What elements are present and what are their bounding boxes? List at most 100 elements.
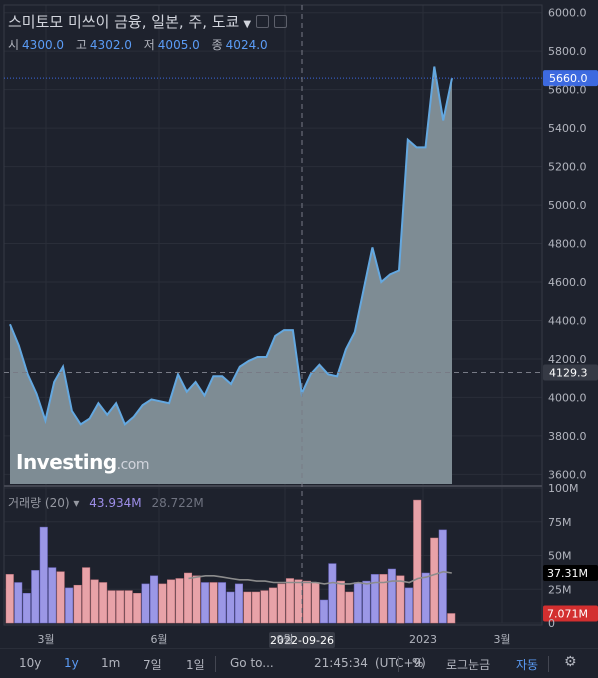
volume-bar xyxy=(421,572,430,624)
volume-bar xyxy=(82,567,91,624)
bottom-toolbar: 10y 1y 1m 7일 1일 Go to... 21:45:34 (UTC+9… xyxy=(0,648,598,678)
open-label: 시 xyxy=(8,38,20,52)
price-tick-label: 5000.0 xyxy=(548,199,587,212)
toolbar-divider xyxy=(398,656,399,672)
log-scale-toggle[interactable]: 로그눈금 xyxy=(446,658,491,672)
volume-bar xyxy=(158,583,167,624)
price-tick-label: 5800.0 xyxy=(548,45,587,58)
volume-bar xyxy=(31,570,40,624)
volume-bar xyxy=(430,537,439,624)
volume-bar xyxy=(90,579,99,624)
last-price-badge xyxy=(543,70,598,87)
volume-ma-label: 37.31M xyxy=(547,567,588,580)
settings-icon[interactable] xyxy=(256,15,270,28)
volume-bar xyxy=(141,583,150,624)
volume-bar xyxy=(184,572,193,624)
volume-bar xyxy=(175,578,184,624)
volume-bar xyxy=(65,587,74,624)
dropdown-caret-icon[interactable]: ▼ xyxy=(243,19,252,30)
volume-bar xyxy=(14,582,23,624)
range-10y-button[interactable]: 10y xyxy=(19,656,42,670)
price-tick-label: 5400.0 xyxy=(548,122,587,135)
toolbar-divider xyxy=(215,656,216,672)
volume-tick-label: 0 xyxy=(548,617,555,630)
volume-tick-label: 50M xyxy=(548,550,572,563)
volume-bar xyxy=(285,578,294,624)
range-1d-button[interactable]: 1일 xyxy=(186,658,205,672)
volume-bar xyxy=(302,580,311,624)
price-tick-label: 4000.0 xyxy=(548,391,587,404)
price-tick-label: 3600.0 xyxy=(548,468,587,481)
crosshair-price-badge xyxy=(543,364,598,381)
volume-bar xyxy=(133,593,142,624)
price-line xyxy=(9,66,453,427)
time-tick-label: 6월 xyxy=(150,633,167,646)
price-tick-label: 3800.0 xyxy=(548,430,587,443)
open-value: 4300.0 xyxy=(22,38,65,52)
range-7d-button[interactable]: 7일 xyxy=(143,658,162,672)
time-tick-label: 3월 xyxy=(37,633,54,646)
time-tick-label: 2023 xyxy=(409,633,437,646)
last-volume-label: 7.071M xyxy=(547,608,588,621)
volume-bar xyxy=(438,529,447,624)
time-tick-label: 9월 xyxy=(276,633,293,646)
volume-bar xyxy=(353,582,362,624)
volume-bar xyxy=(396,575,405,624)
plot-border xyxy=(3,4,543,626)
volume-bar xyxy=(311,582,320,624)
close-value: 4024.0 xyxy=(225,38,268,52)
price-area xyxy=(10,66,452,484)
price-tick-label: 4800.0 xyxy=(548,238,587,251)
range-1m-button[interactable]: 1m xyxy=(101,656,121,670)
volume-bar xyxy=(39,526,48,624)
volume-bar xyxy=(226,591,235,624)
high-value: 4302.0 xyxy=(89,38,132,52)
price-tick-label: 4600.0 xyxy=(548,276,587,289)
timezone[interactable]: (UTC+9) xyxy=(375,656,426,670)
volume-indicator-name[interactable]: 거래량 (20) xyxy=(8,496,70,510)
volume-bar xyxy=(345,591,354,624)
volume-bar xyxy=(99,582,108,624)
volume-bar xyxy=(379,574,388,624)
crosshair-date-label: 2022-09-26 xyxy=(270,634,334,647)
volume-bar xyxy=(201,582,210,624)
volume-bar xyxy=(167,579,176,624)
volume-bar xyxy=(404,587,413,624)
hide-icon[interactable] xyxy=(274,15,288,28)
symbol-title[interactable]: 스미토모 미쓰이 금융, 일본, 주, 도쿄 xyxy=(8,13,240,31)
price-tick-label: 4200.0 xyxy=(548,353,587,366)
volume-ma-line xyxy=(188,570,452,585)
volume-bar xyxy=(413,499,422,624)
last-volume-badge xyxy=(543,605,598,622)
volume-bar xyxy=(56,571,65,624)
volume-bar xyxy=(48,567,57,624)
last-price-label: 5660.0 xyxy=(549,72,588,85)
time-tick-label: 3월 xyxy=(493,633,510,646)
volume-bar xyxy=(5,574,14,624)
price-tick-label: 4400.0 xyxy=(548,314,587,327)
goto-button[interactable]: Go to... xyxy=(230,656,274,670)
clock-time[interactable]: 21:45:34 xyxy=(314,656,368,670)
investing-logo: Investing.com xyxy=(16,450,150,474)
volume-legend[interactable]: 거래량 (20) ▾ 43.934M 28.722M xyxy=(8,494,204,511)
volume-bar xyxy=(209,582,218,624)
range-1y-button[interactable]: 1y xyxy=(64,656,79,670)
gear-icon[interactable]: ⚙ xyxy=(564,654,577,670)
volume-tick-label: 75M xyxy=(548,516,572,529)
volume-bar xyxy=(362,580,371,624)
volume-bar xyxy=(116,590,125,624)
chevron-down-icon[interactable]: ▾ xyxy=(73,496,80,510)
ohlc-readout: 시 4300.0 고 4302.0 저 4005.0 종 4024.0 xyxy=(8,36,276,53)
volume-bar xyxy=(234,583,243,624)
percent-toggle[interactable]: % xyxy=(412,656,424,670)
volume-bar xyxy=(447,613,456,624)
crosshair-price-label: 4129.3 xyxy=(549,367,588,380)
volume-ma-value: 28.722M xyxy=(151,496,204,510)
volume-bar xyxy=(370,574,379,624)
volume-bar xyxy=(107,590,116,624)
auto-scale-toggle[interactable]: 자동 xyxy=(516,658,539,672)
low-label: 저 xyxy=(143,38,155,52)
symbol-legend[interactable]: 스미토모 미쓰이 금융, 일본, 주, 도쿄 ▼ xyxy=(8,11,288,32)
price-tick-label: 5200.0 xyxy=(548,161,587,174)
